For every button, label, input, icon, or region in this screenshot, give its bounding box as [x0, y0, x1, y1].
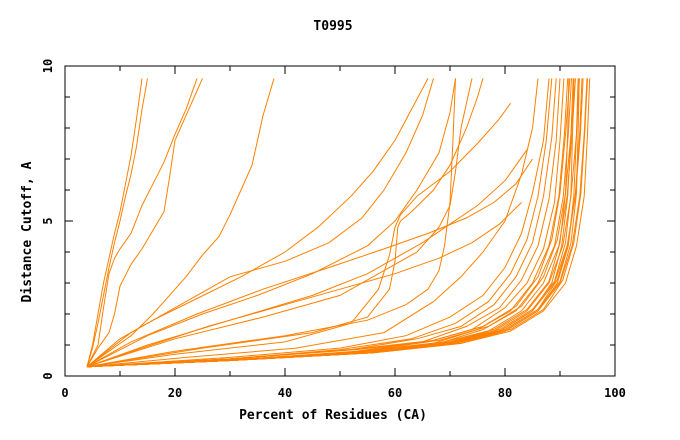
- curve-model-04: [86, 78, 203, 367]
- curve-model-02: [86, 78, 148, 367]
- y-axis-label: Distance Cutoff, A: [20, 161, 35, 302]
- curve-model-17: [86, 78, 550, 368]
- curve-model-09: [86, 78, 473, 368]
- curve-model-18: [86, 78, 553, 368]
- curve-model-11: [86, 78, 484, 368]
- curve-model-36: [86, 78, 576, 368]
- curve-model-22: [86, 78, 569, 368]
- x-tick-label: 100: [604, 386, 626, 400]
- curve-model-23: [86, 78, 572, 368]
- y-tick-label: 10: [41, 59, 55, 73]
- x-tick-label: 60: [388, 386, 402, 400]
- curve-model-03: [86, 78, 198, 367]
- y-tick-label: 5: [41, 217, 55, 224]
- plot-frame: [64, 65, 616, 377]
- x-tick-label: 20: [168, 386, 182, 400]
- curve-model-12: [86, 102, 511, 368]
- curve-model-15: [86, 158, 533, 368]
- curve-model-16: [86, 202, 522, 368]
- x-axis-label: Percent of Residues (CA): [239, 408, 427, 423]
- curve-model-37: [86, 78, 571, 368]
- chart-title: T0995: [313, 19, 352, 34]
- y-tick-label: 0: [41, 372, 55, 379]
- curve-model-35: [86, 78, 583, 368]
- y-tick-labels: 0 5 10: [41, 59, 55, 380]
- curve-model-07: [86, 78, 434, 368]
- curve-model-21: [86, 78, 565, 368]
- curve-model-13: [86, 78, 539, 368]
- curves-layer: [86, 78, 591, 368]
- curve-model-01: [86, 78, 143, 367]
- curve-model-25: [86, 78, 580, 368]
- tick-marks: [64, 65, 616, 377]
- curve-model-10: [86, 78, 456, 368]
- curve-model-24: [86, 78, 576, 368]
- curve-model-32: [86, 78, 580, 368]
- x-tick-labels: 0 20 40 60 80 100: [61, 386, 625, 400]
- x-tick-label: 40: [278, 386, 292, 400]
- curve-model-08: [86, 78, 456, 368]
- curve-model-33: [86, 78, 570, 368]
- x-tick-label: 80: [498, 386, 512, 400]
- x-tick-label: 0: [61, 386, 68, 400]
- curve-model-06: [86, 78, 429, 368]
